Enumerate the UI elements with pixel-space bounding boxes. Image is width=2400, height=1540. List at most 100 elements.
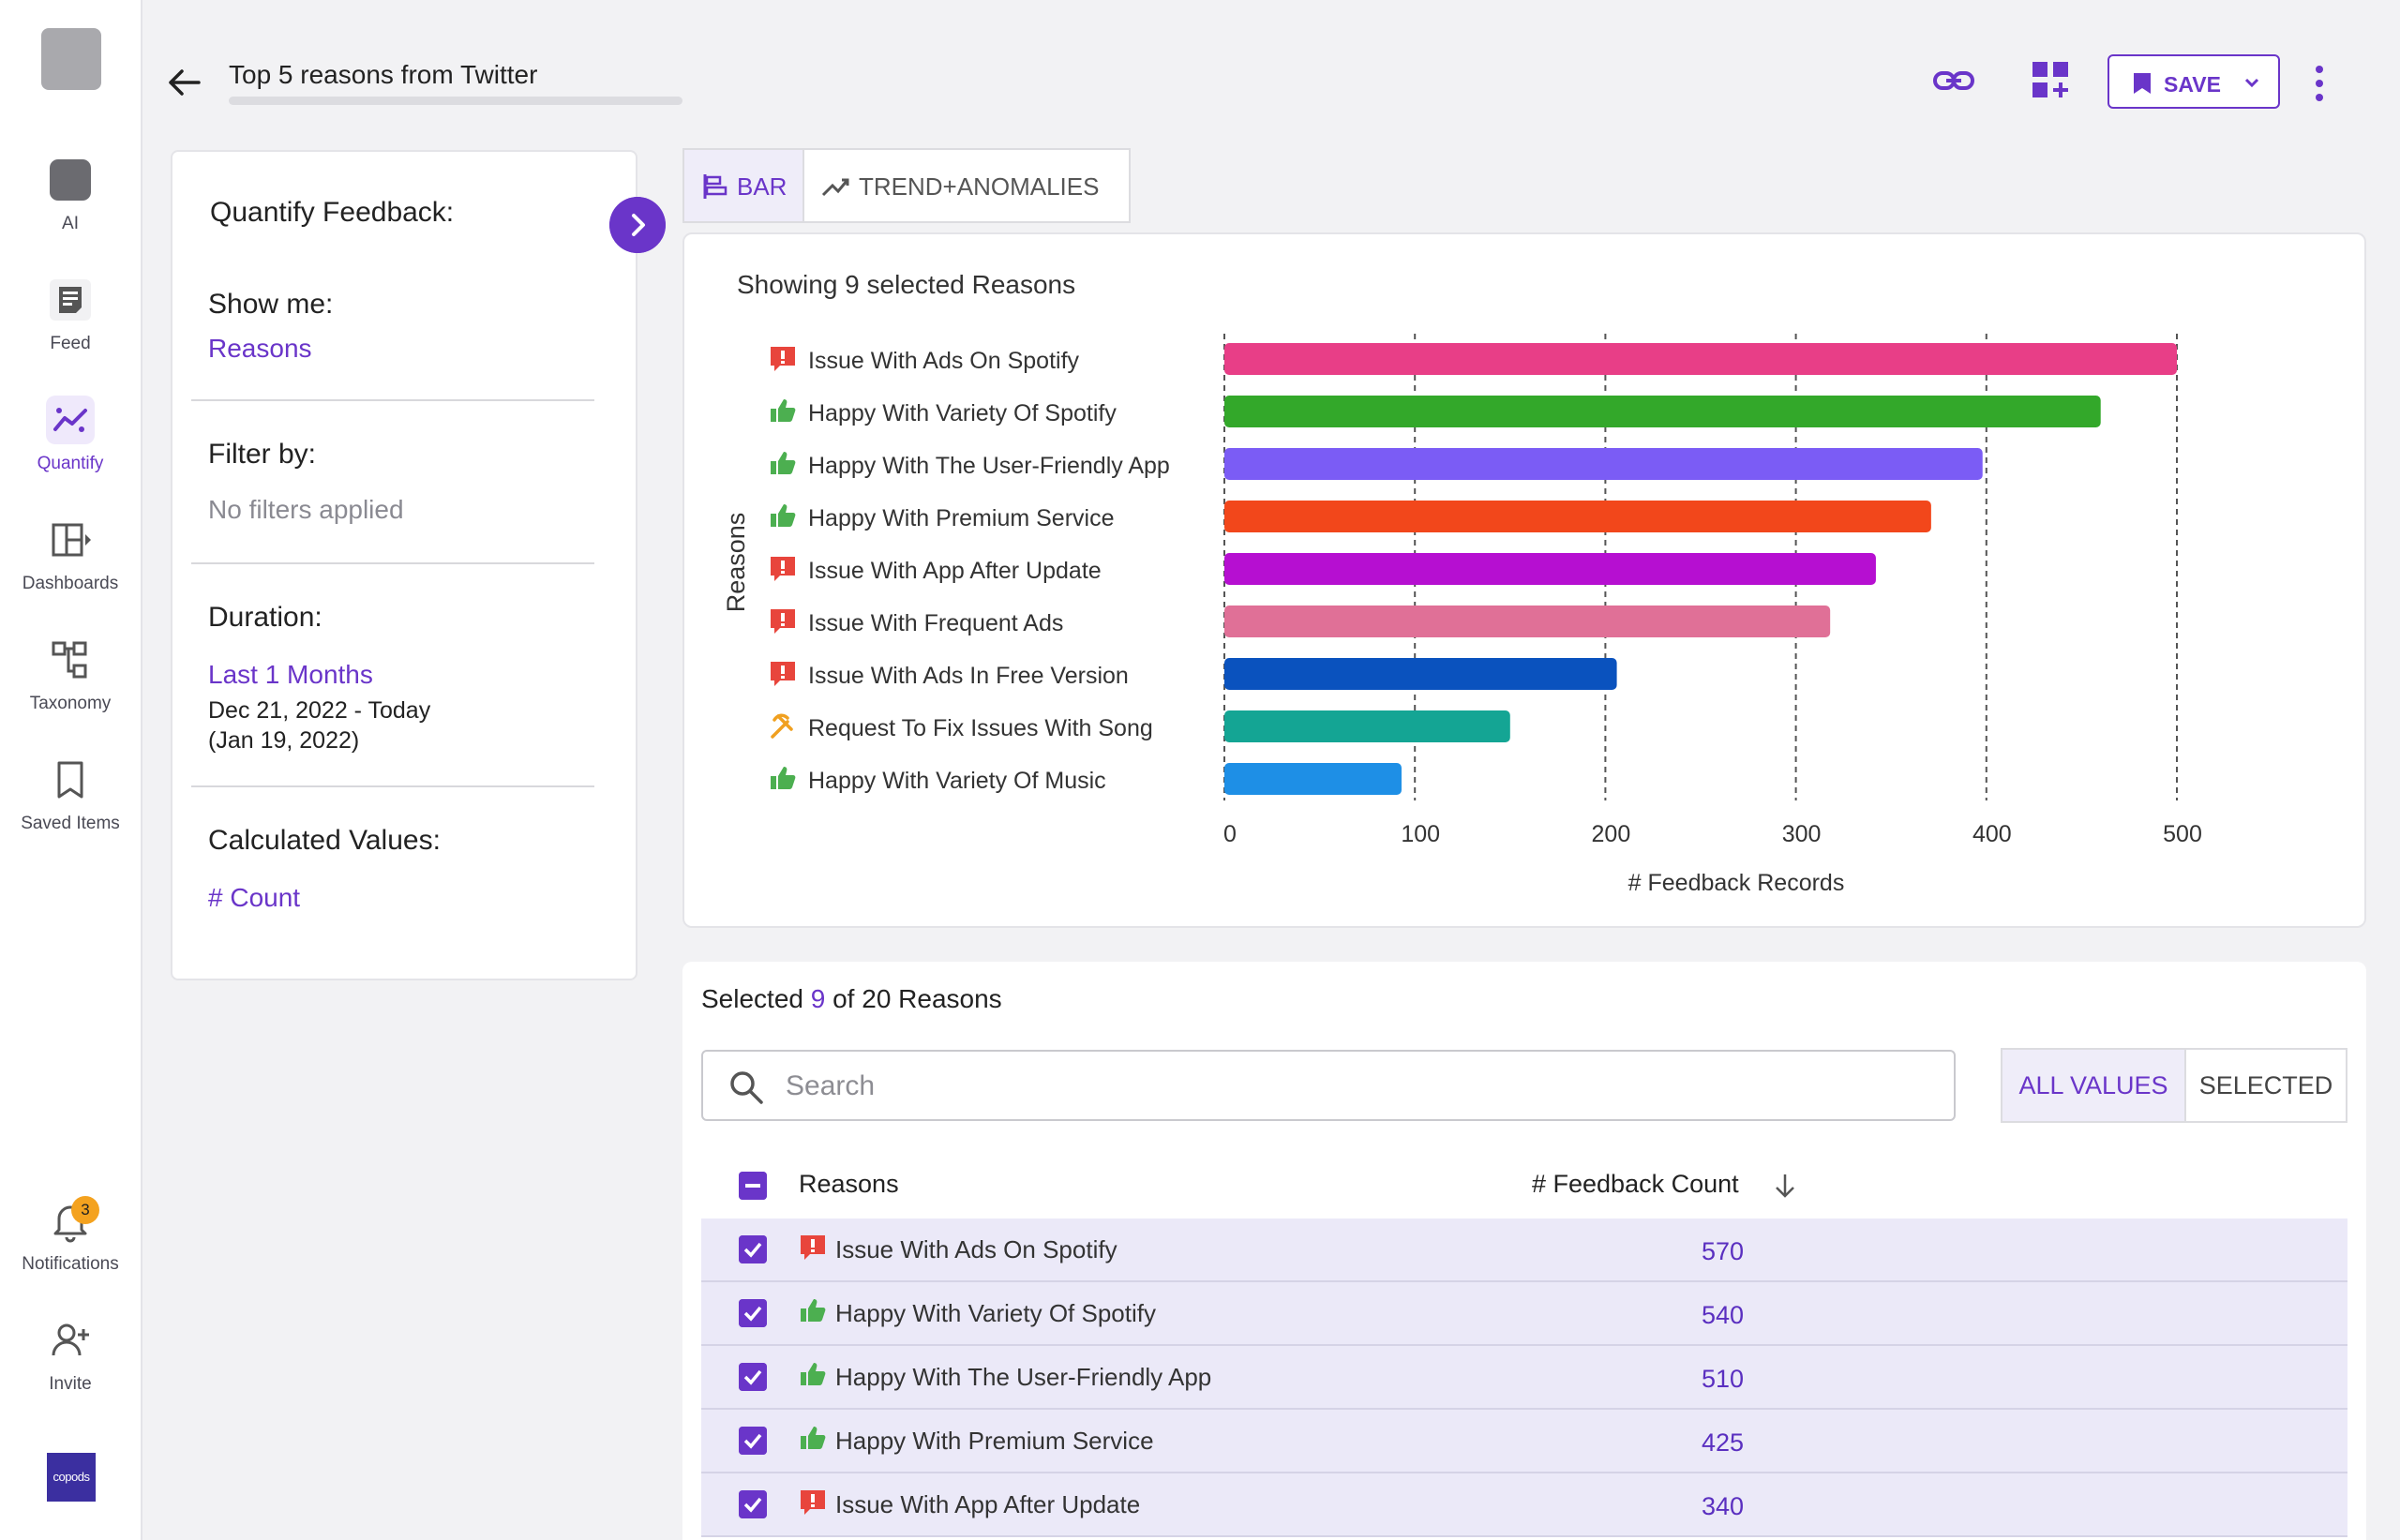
search-icon <box>730 1071 763 1104</box>
row-label: Issue With Ads On Spotify <box>835 1235 1118 1263</box>
table-row[interactable]: Happy With The User-Friendly App 510 <box>701 1346 2348 1410</box>
add-widget-icon[interactable] <box>2029 58 2074 103</box>
title-underline <box>229 97 682 105</box>
sidebar-item-invite[interactable]: Invite <box>0 1316 141 1395</box>
trend-icon <box>821 178 849 197</box>
save-label: SAVE <box>2164 72 2221 97</box>
link-icon[interactable] <box>1931 58 1976 103</box>
row-checkbox[interactable] <box>739 1363 767 1391</box>
x-tick-label: 0 <box>1223 821 1237 847</box>
selected-prefix: Selected <box>701 984 803 1013</box>
workspace-logo[interactable] <box>41 28 101 90</box>
y-tick-label: Request To Fix Issues With Song <box>808 715 1153 741</box>
x-tick-label: 300 <box>1782 821 1822 847</box>
sidebar-item-saved-items[interactable]: Saved Items <box>0 755 141 834</box>
happy-icon <box>771 767 796 789</box>
bookmark-icon <box>57 761 83 799</box>
issue-icon <box>771 347 795 371</box>
sidebar-item-dashboards[interactable]: Dashboards <box>0 516 141 594</box>
happy-icon <box>771 452 796 474</box>
search-input[interactable] <box>784 1067 1912 1106</box>
y-tick-label: Issue With App After Update <box>808 558 1102 584</box>
filter-label: Filter by: <box>208 439 317 470</box>
bar[interactable] <box>1224 553 1876 585</box>
feed-icon <box>50 279 91 321</box>
filter-value[interactable]: No filters applied <box>208 495 404 524</box>
bookmark-icon <box>2134 73 2151 94</box>
selected-suffix: of 20 Reasons <box>832 984 1002 1013</box>
search-box[interactable] <box>701 1050 1956 1121</box>
sidebar-item-feed[interactable]: Feed <box>0 276 141 354</box>
bar[interactable] <box>1224 763 1402 795</box>
happy-icon <box>771 504 796 527</box>
tab-trend-anomalies[interactable]: TREND+ANOMALIES <box>802 148 1131 223</box>
panel-heading: Quantify Feedback: <box>210 197 455 228</box>
save-button[interactable]: SAVE <box>2108 54 2280 109</box>
chevron-down-icon <box>2244 78 2259 88</box>
quantify-icon <box>46 396 95 444</box>
sidebar-item-ai[interactable]: AI <box>0 156 141 234</box>
y-tick-label: Issue With Ads On Spotify <box>808 348 1080 374</box>
bar[interactable] <box>1224 606 1831 637</box>
y-tick-label: Happy With Variety Of Music <box>808 768 1106 794</box>
sidebar-item-label: Invite <box>49 1374 92 1394</box>
table-row[interactable]: Issue With App After Update 340 <box>701 1473 2348 1537</box>
table-row[interactable]: Issue With Ads On Spotify 570 <box>701 1219 2348 1282</box>
x-tick-label: 500 <box>2163 821 2202 847</box>
tab-bar[interactable]: BAR <box>682 148 804 223</box>
happy-icon <box>801 1299 826 1322</box>
duration-range: Dec 21, 2022 - Today <box>208 697 431 724</box>
col-feedback-count[interactable]: # Feedback Count <box>1532 1170 1739 1198</box>
duration-value[interactable]: Last 1 Months <box>208 660 373 689</box>
bar[interactable] <box>1224 710 1510 742</box>
col-reasons[interactable]: Reasons <box>799 1170 899 1198</box>
bar[interactable] <box>1224 396 2101 427</box>
bar[interactable] <box>1224 448 1983 480</box>
filter-all-values[interactable]: ALL VALUES <box>2001 1048 2186 1123</box>
duration-label: Duration: <box>208 602 322 633</box>
bar[interactable] <box>1224 343 2177 375</box>
row-checkbox[interactable] <box>739 1235 767 1263</box>
x-tick-label: 200 <box>1592 821 1631 847</box>
row-label: Happy With Variety Of Spotify <box>835 1299 1156 1327</box>
bar[interactable] <box>1224 501 1931 532</box>
sort-descending-icon[interactable] <box>1772 1172 1798 1200</box>
select-all-checkbox[interactable] <box>739 1172 767 1200</box>
quantify-panel: Quantify Feedback: Show me: Reasons Filt… <box>171 150 638 980</box>
sidebar-item-label: Feed <box>50 334 91 353</box>
bar[interactable] <box>1224 658 1617 690</box>
selection-summary: Selected 9 of 20 Reasons <box>701 984 1002 1014</box>
happy-icon <box>771 399 796 422</box>
happy-icon <box>801 1363 826 1385</box>
more-options-icon[interactable] <box>2308 64 2331 103</box>
issue-icon <box>801 1235 825 1260</box>
row-checkbox[interactable] <box>739 1490 767 1518</box>
page-title[interactable]: Top 5 reasons from Twitter <box>229 60 538 89</box>
sidebar-item-taxonomy[interactable]: Taxonomy <box>0 635 141 714</box>
issue-icon <box>801 1235 825 1260</box>
filter-selected[interactable]: SELECTED <box>2184 1048 2348 1123</box>
row-checkbox[interactable] <box>739 1299 767 1327</box>
sidebar-item-quantify[interactable]: Quantify <box>0 396 141 474</box>
row-checkbox[interactable] <box>739 1427 767 1455</box>
y-tick-label: Happy With The User-Friendly App <box>808 453 1170 479</box>
happy-icon <box>801 1427 826 1449</box>
row-label: Issue With App After Update <box>835 1490 1141 1518</box>
show-me-value[interactable]: Reasons <box>208 334 312 363</box>
issue-icon <box>801 1490 825 1515</box>
row-count: 340 <box>1701 1492 1744 1520</box>
back-arrow-icon[interactable] <box>165 64 202 101</box>
sidebar-item-label: Taxonomy <box>29 694 112 713</box>
sidebar-item-notifications[interactable]: 3 Notifications <box>0 1196 141 1275</box>
divider <box>191 785 594 787</box>
table-row[interactable]: Happy With Premium Service 425 <box>701 1410 2348 1473</box>
tab-trend-label: TREND+ANOMALIES <box>859 172 1100 201</box>
y-tick-label: Issue With Ads In Free Version <box>808 663 1129 689</box>
x-axis-label: # Feedback Records <box>1628 870 1845 896</box>
expand-panel-button[interactable] <box>609 197 666 253</box>
taxonomy-icon <box>52 641 87 679</box>
calc-value[interactable]: # Count <box>208 883 301 912</box>
selected-count: 9 <box>810 984 826 1013</box>
table-row[interactable]: Happy With Variety Of Spotify 540 <box>701 1282 2348 1346</box>
sidebar-item-label: Saved Items <box>21 814 120 833</box>
